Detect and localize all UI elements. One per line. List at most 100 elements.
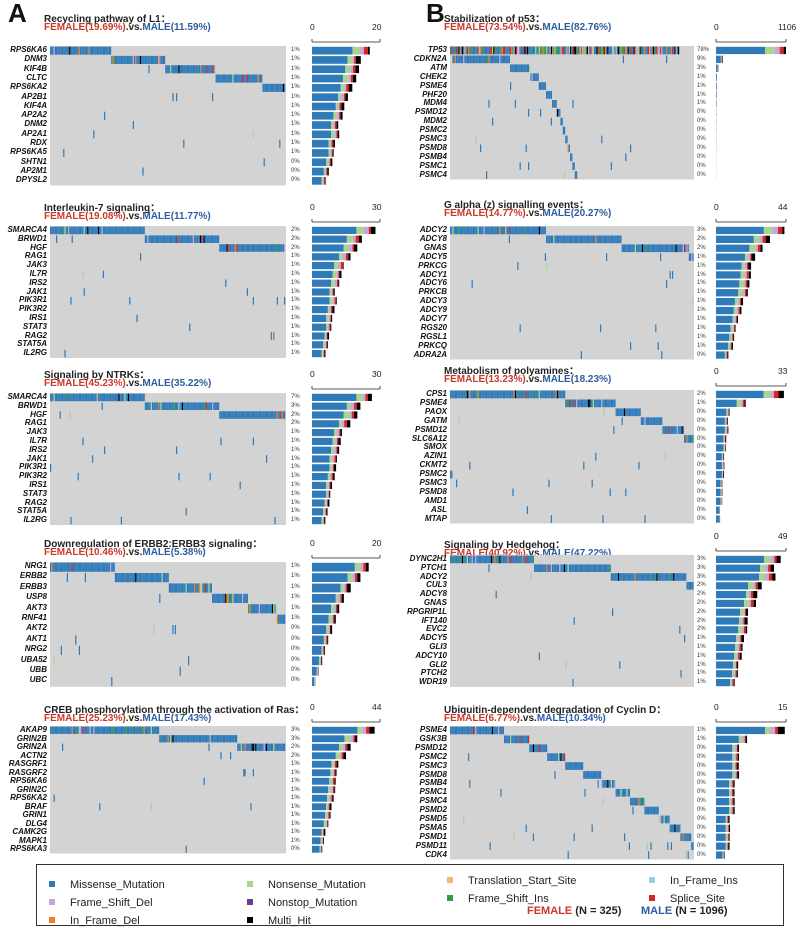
mutation-cell	[220, 752, 222, 760]
mutation-cell	[96, 46, 98, 55]
mutation-cell	[673, 46, 675, 55]
bar-segment	[326, 490, 328, 498]
mutation-cell	[466, 226, 468, 235]
bar-segment	[734, 762, 736, 770]
bar-segment	[720, 488, 722, 496]
mutation-cell	[610, 162, 612, 170]
mutation-cell	[190, 402, 192, 410]
mutation-cell	[159, 55, 161, 64]
bar-axis-max: 33	[778, 366, 788, 376]
bar-segment	[716, 679, 730, 687]
mutation-cell	[614, 46, 616, 55]
mutation-cell	[166, 735, 168, 743]
mutation-cell	[565, 135, 567, 144]
mutation-cell	[469, 555, 471, 564]
subtitle-female: FEMALE(10.46%)	[44, 547, 126, 558]
mutation-cell	[636, 46, 638, 55]
mutation-cell	[218, 593, 220, 603]
mutation-cell	[82, 437, 84, 446]
mutation-cell	[661, 417, 663, 425]
mutation-cell	[584, 46, 586, 55]
mutation-cell	[451, 726, 453, 735]
mutation-cell	[180, 402, 182, 410]
mutation-cell	[68, 393, 70, 402]
bar-segment	[731, 806, 733, 815]
mutation-cell	[496, 555, 498, 564]
bar-segment	[328, 490, 330, 498]
mutation-cell	[160, 402, 162, 410]
gene-label: RPS6KA2	[10, 82, 47, 92]
mutation-cell	[632, 244, 634, 253]
mutation-cell	[75, 226, 77, 235]
mutation-cell	[117, 55, 119, 64]
mutation-cell	[500, 55, 502, 64]
mutation-cell	[567, 235, 569, 244]
mutation-cell	[250, 803, 252, 811]
mutation-cell	[510, 46, 512, 55]
gene-label: USP8	[26, 592, 47, 602]
mutation-cell	[90, 393, 92, 402]
mutation-cell	[245, 411, 247, 419]
mutation-cell	[580, 351, 582, 359]
mutation-cell	[672, 824, 674, 833]
mutation-cell	[233, 593, 235, 603]
mutation-cell	[266, 244, 268, 252]
mutation-cell	[58, 726, 60, 734]
mutation-cell	[269, 411, 271, 419]
mutation-cell	[679, 824, 681, 833]
mutation-cell	[192, 235, 194, 243]
gene-label: AMD1	[424, 495, 447, 505]
gene-percent: 1%	[697, 727, 706, 733]
bar-segment	[726, 408, 728, 416]
mutation-cell	[606, 780, 608, 788]
mutation-cell	[176, 65, 178, 74]
bar-segment	[725, 842, 727, 850]
legend-swatch	[247, 881, 253, 888]
gene-percent: 0%	[697, 789, 706, 796]
gene-label: CKMT2	[419, 460, 447, 470]
gene-percent: 1%	[291, 795, 300, 801]
mutation-cell	[511, 46, 513, 55]
mutation-cell	[481, 555, 483, 564]
bar-segment	[716, 479, 721, 488]
bar-axis-min: 0	[714, 22, 719, 32]
mutation-cell	[158, 402, 160, 410]
mutation-cell	[191, 402, 193, 410]
mutation-cell	[687, 435, 689, 443]
mutation-cell	[80, 726, 82, 734]
mutation-cell	[269, 743, 271, 751]
bar-segment	[331, 464, 334, 472]
bar-segment	[335, 752, 340, 760]
mutation-cell	[129, 726, 131, 734]
mutation-cell	[116, 573, 118, 583]
bar-segment	[753, 235, 760, 243]
mutation-cell	[494, 226, 496, 235]
mutation-cell	[69, 411, 71, 419]
mutation-cell	[476, 390, 478, 399]
mutation-cell	[523, 46, 525, 55]
gene-percent: 1%	[697, 253, 706, 260]
mutation-cell	[204, 65, 206, 74]
mutation-cell	[475, 555, 477, 564]
bar-segment	[323, 646, 324, 655]
mutation-cell	[634, 797, 636, 806]
mutation-cell	[52, 726, 54, 734]
bar-segment	[745, 608, 748, 616]
bar-segment	[732, 744, 735, 752]
mutation-cell	[554, 753, 556, 761]
mutation-cell	[626, 244, 628, 253]
mutation-cell	[206, 402, 208, 410]
mutation-cell	[681, 833, 683, 842]
mutation-cell	[141, 573, 143, 583]
mutation-cell	[633, 408, 635, 417]
mutation-cell	[457, 555, 459, 564]
mutation-cell	[670, 824, 672, 833]
bar-segment	[738, 652, 740, 660]
mutation-cell	[224, 244, 226, 252]
bar-segment	[716, 626, 738, 634]
mutation-cell	[486, 555, 488, 564]
bar-segment	[339, 111, 341, 120]
mutation-cell	[192, 583, 194, 593]
mutation-cell	[118, 573, 120, 583]
mutation-cell	[588, 771, 590, 779]
